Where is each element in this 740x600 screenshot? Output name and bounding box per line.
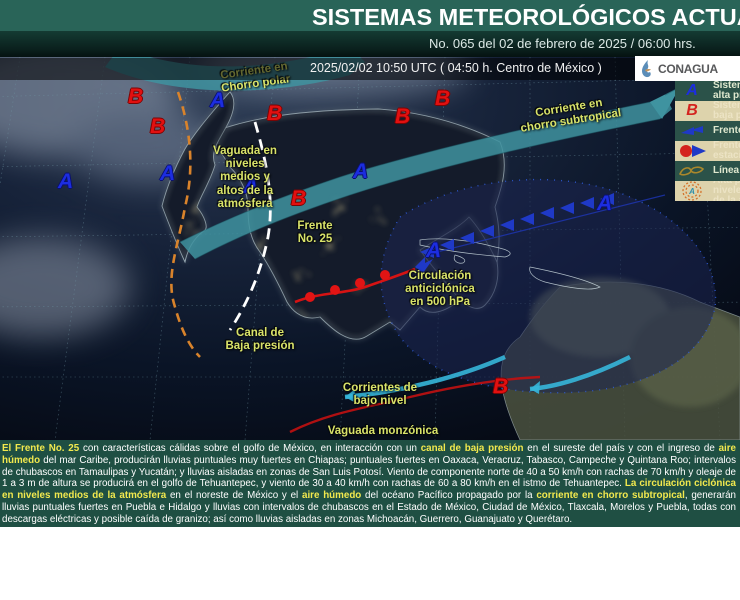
svg-text:A: A xyxy=(688,187,695,196)
